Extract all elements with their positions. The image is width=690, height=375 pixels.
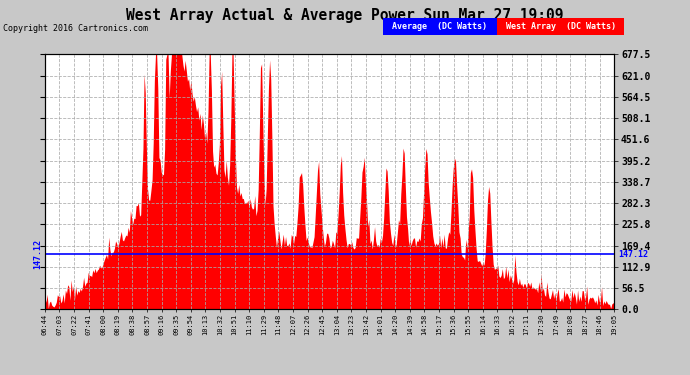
Text: 147.12: 147.12 (33, 239, 42, 269)
Text: West Array  (DC Watts): West Array (DC Watts) (506, 21, 615, 31)
Text: Copyright 2016 Cartronics.com: Copyright 2016 Cartronics.com (3, 24, 148, 33)
Text: Average  (DC Watts): Average (DC Watts) (393, 21, 487, 31)
Text: West Array Actual & Average Power Sun Mar 27 19:09: West Array Actual & Average Power Sun Ma… (126, 8, 564, 23)
Text: 147.12: 147.12 (618, 249, 649, 258)
